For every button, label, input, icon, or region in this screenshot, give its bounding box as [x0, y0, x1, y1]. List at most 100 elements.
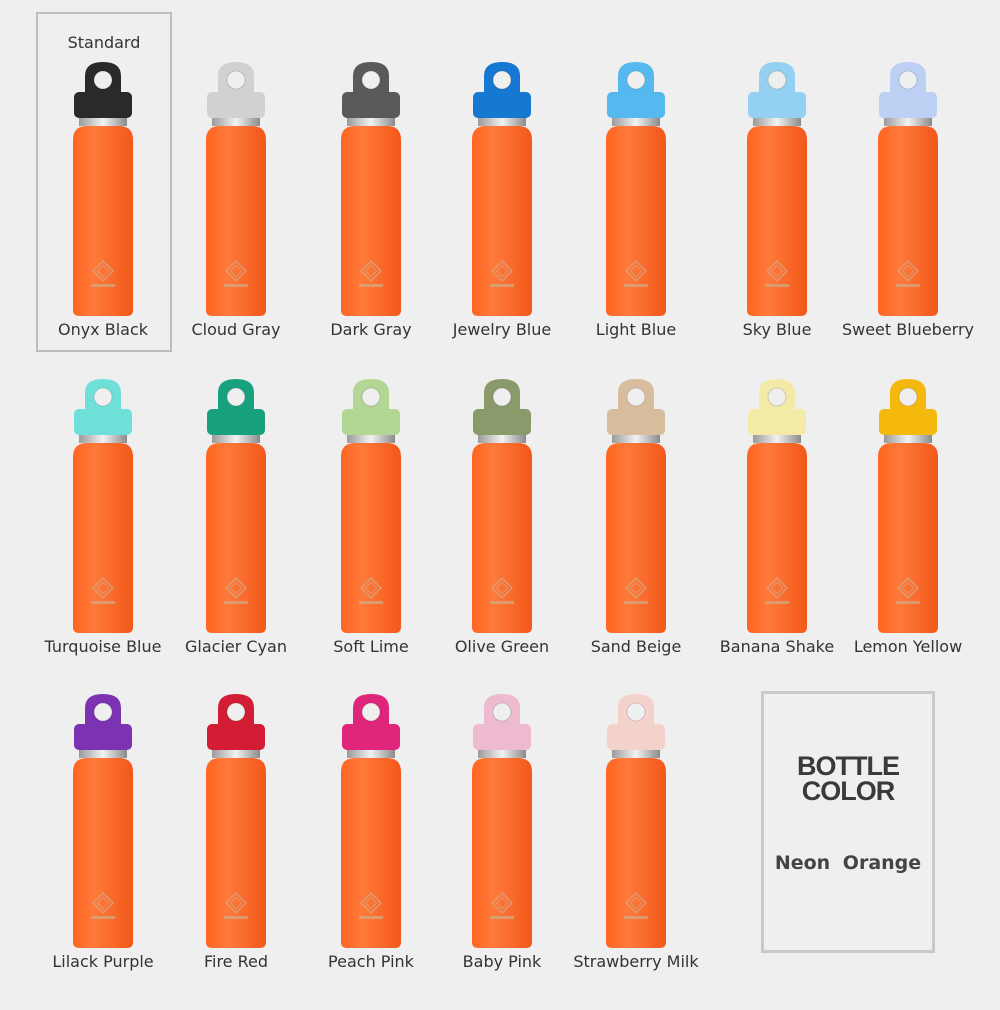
- bottle-icon: [747, 62, 807, 316]
- brand-logo: [624, 577, 648, 604]
- steel-ring: [478, 118, 526, 126]
- bottle-option[interactable]: Sky Blue: [709, 58, 845, 378]
- bottle-cap: [607, 694, 665, 750]
- steel-ring: [212, 750, 260, 758]
- cap-color-label: Soft Lime: [333, 637, 409, 656]
- bottle-option[interactable]: Dark Gray: [303, 58, 439, 378]
- steel-ring: [612, 750, 660, 758]
- bottle-cap: [342, 62, 400, 118]
- cap-color-label: Turquoise Blue: [44, 637, 162, 656]
- brand-logo: [624, 892, 648, 919]
- bottle-cap: [879, 62, 937, 118]
- bottle-icon: [878, 62, 938, 316]
- cap-color-label: Sand Beige: [590, 637, 682, 656]
- bottle-option[interactable]: Peach Pink: [303, 690, 439, 1010]
- bottle-option[interactable]: Banana Shake: [709, 375, 845, 695]
- bottle-option[interactable]: Glacier Cyan: [168, 375, 304, 695]
- steel-ring: [347, 118, 395, 126]
- bottle-icon: [606, 379, 666, 633]
- bottle-icon: [606, 694, 666, 948]
- brand-logo: [224, 892, 248, 919]
- bottle-option[interactable]: Lilack Purple: [35, 690, 171, 1010]
- bottle-cap: [879, 379, 937, 435]
- bottle-body: [472, 126, 532, 316]
- bottle-icon: [206, 379, 266, 633]
- bottle-cap: [473, 62, 531, 118]
- steel-ring: [612, 118, 660, 126]
- bottle-icon: [472, 379, 532, 633]
- steel-ring: [79, 118, 127, 126]
- bottle-option[interactable]: Soft Lime: [303, 375, 439, 695]
- bottle-body: [747, 126, 807, 316]
- bottle-option[interactable]: Sweet Blueberry: [840, 58, 976, 378]
- bottle-icon: [206, 694, 266, 948]
- bottle-cap: [74, 694, 132, 750]
- bottle-option[interactable]: Jewelry Blue: [434, 58, 570, 378]
- bottle-option[interactable]: Baby Pink: [434, 690, 570, 1010]
- brand-logo: [91, 577, 115, 604]
- bottle-cap: [74, 62, 132, 118]
- bottle-cap: [748, 62, 806, 118]
- steel-ring: [884, 118, 932, 126]
- bottle-body: [341, 443, 401, 633]
- bottle-option[interactable]: Strawberry Milk: [568, 690, 704, 1010]
- standard-label: Standard: [67, 33, 141, 52]
- bottle-icon: [73, 62, 133, 316]
- cap-color-label: Fire Red: [203, 952, 269, 971]
- bottle-option[interactable]: Fire Red: [168, 690, 304, 1010]
- bottle-body: [206, 126, 266, 316]
- bottle-body: [73, 126, 133, 316]
- bottle-color-title-line2: COLOR: [801, 776, 896, 806]
- steel-ring: [753, 118, 801, 126]
- bottle-option[interactable]: Cloud Gray: [168, 58, 304, 378]
- bottle-option[interactable]: Lemon Yellow: [840, 375, 976, 695]
- bottle-body: [341, 126, 401, 316]
- bottle-icon: [472, 694, 532, 948]
- bottle-body: [341, 758, 401, 948]
- bottle-option[interactable]: Olive Green: [434, 375, 570, 695]
- cap-color-label: Olive Green: [454, 637, 550, 656]
- steel-ring: [612, 435, 660, 443]
- bottle-body: [73, 758, 133, 948]
- cap-color-label: Onyx Black: [57, 320, 149, 339]
- brand-logo: [896, 577, 920, 604]
- bottle-icon: [472, 62, 532, 316]
- steel-ring: [79, 750, 127, 758]
- bottle-option[interactable]: Onyx Black: [35, 58, 171, 378]
- bottle-icon: [606, 62, 666, 316]
- bottle-icon: [341, 62, 401, 316]
- brand-logo: [896, 260, 920, 287]
- bottle-cap: [342, 379, 400, 435]
- bottle-body: [472, 758, 532, 948]
- standard-highlight-frame: [36, 12, 172, 352]
- bottle-icon: [73, 379, 133, 633]
- bottle-body: [73, 443, 133, 633]
- bottle-icon: [341, 379, 401, 633]
- bottle-option[interactable]: Turquoise Blue: [35, 375, 171, 695]
- cap-color-label: Light Blue: [595, 320, 677, 339]
- bottle-color-title: BOTTLE COLOR: [764, 751, 932, 806]
- cap-color-label: Strawberry Milk: [573, 952, 699, 971]
- cap-color-label: Cloud Gray: [191, 320, 281, 339]
- cap-color-label: Peach Pink: [328, 952, 414, 971]
- bottle-color-title-line1: BOTTLE: [797, 751, 900, 781]
- brand-logo: [490, 577, 514, 604]
- bottle-cap: [473, 379, 531, 435]
- bottle-color-name: Neon Orange: [774, 852, 922, 874]
- cap-color-label: Glacier Cyan: [185, 637, 287, 656]
- bottle-body: [606, 126, 666, 316]
- bottle-body: [606, 758, 666, 948]
- bottle-option[interactable]: Light Blue: [568, 58, 704, 378]
- bottle-body: [878, 443, 938, 633]
- steel-ring: [884, 435, 932, 443]
- brand-logo: [359, 260, 383, 287]
- bottle-body: [472, 443, 532, 633]
- cap-color-label: Lilack Purple: [52, 952, 154, 971]
- brand-logo: [359, 892, 383, 919]
- brand-logo: [224, 260, 248, 287]
- bottle-option[interactable]: Sand Beige: [568, 375, 704, 695]
- brand-logo: [624, 260, 648, 287]
- bottle-body: [206, 758, 266, 948]
- cap-color-label: Sky Blue: [742, 320, 812, 339]
- steel-ring: [478, 750, 526, 758]
